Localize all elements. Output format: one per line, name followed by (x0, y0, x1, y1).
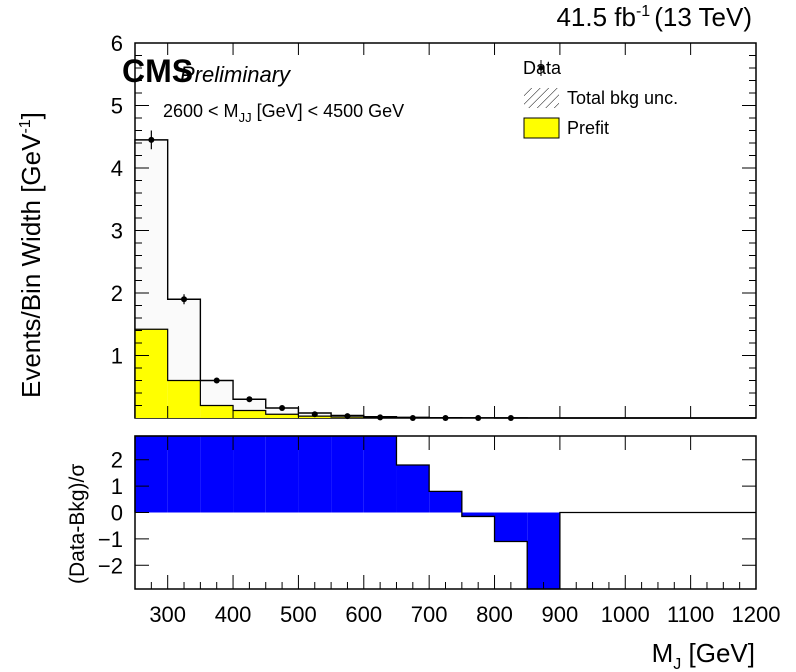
ratio-x-tick-label: 800 (476, 602, 513, 627)
data-point (181, 296, 188, 303)
selection-subscript: JJ (239, 110, 252, 125)
legend-unc-label: Total bkg unc. (567, 88, 678, 108)
legend-prefit-label: Prefit (567, 118, 609, 138)
data-point (442, 415, 449, 421)
ratio-x-tick-label: 1100 (667, 602, 714, 627)
data-point (246, 396, 253, 403)
pull-bin (494, 512, 528, 542)
ratio-x-tick-label: 300 (149, 602, 186, 627)
pull-bin (233, 436, 266, 513)
ratio-x-tick-label: 600 (345, 602, 382, 627)
main-plot-marks: 1 2 3 4 5 6 (111, 31, 757, 421)
prefit-bin (167, 380, 201, 418)
ratio-x-tick-label: 400 (215, 602, 252, 627)
data-point (148, 136, 155, 143)
ratio-x-tick-label: 1000 (601, 602, 650, 627)
main-y-tick-label: 1 (111, 344, 123, 369)
main-y-tick-label: 5 (111, 94, 123, 119)
legend: Data Total bkg unc. Prefit (523, 58, 678, 139)
ratio-x-tick-label: 500 (280, 602, 317, 627)
prefit-bin (233, 410, 266, 418)
data-point (475, 415, 482, 421)
main-y-axis-title: Events/Bin Width [GeV-1] (16, 112, 46, 398)
lumi-exponent: -1 (636, 3, 650, 20)
main-y-tick-label: 2 (111, 281, 123, 306)
prefit-bin (265, 414, 299, 418)
main-plot-panel: 1 2 3 4 5 6 CMS Preliminary 2600 < MJJ [GeV] … (16, 31, 757, 421)
legend-data-label: Data (523, 58, 562, 78)
pull-bin (363, 436, 397, 513)
main-y-axis-exponent: -1 (17, 119, 34, 133)
ratio-x-tick-label: 1200 (732, 602, 781, 627)
main-y-tick-label: 6 (111, 31, 123, 56)
legend-unc-swatch (524, 88, 559, 108)
ratio-y-tick-label: 1 (111, 474, 123, 499)
x-axis-subscript: J (673, 656, 681, 672)
pull-bin (461, 512, 495, 517)
ratio-y-tick-label: 2 (111, 448, 123, 473)
ratio-y-tick-label: −1 (98, 527, 123, 552)
ratio-x-tick-label: 900 (542, 602, 579, 627)
ratio-plot-frame (134, 435, 757, 590)
selection-tail: [GeV] < 4500 GeV (252, 101, 405, 121)
pull-bin (396, 465, 430, 513)
pull-bin (265, 436, 299, 513)
main-y-tick-label: 3 (111, 219, 123, 244)
data-point (377, 414, 384, 421)
main-y-tick-label: 4 (111, 156, 123, 181)
pull-bin (167, 436, 201, 513)
pull-bin (135, 436, 168, 513)
ratio-y-tick-label: 0 (111, 501, 123, 526)
pull-bin (298, 436, 332, 513)
x-axis-title: MJ [GeV] (652, 638, 755, 672)
ratio-y-axis-title: (Data-Bkg)/σ (66, 464, 89, 584)
pull-bin (527, 512, 560, 589)
data-point (507, 415, 514, 421)
ratio-y-tick-label: −2 (98, 553, 123, 578)
pull-bin (429, 491, 462, 513)
selection-label: 2600 < MJJ [GeV] < 4500 GeV (163, 101, 404, 125)
legend-data-dot (538, 65, 544, 71)
energy-label: (13 TeV) (654, 2, 752, 32)
data-point (213, 377, 220, 384)
pull-bin (331, 436, 364, 513)
pull-bin (200, 436, 234, 513)
main-y-axis-close: ] (16, 112, 46, 119)
data-point (311, 411, 318, 418)
ratio-x-tick-label: 700 (411, 602, 448, 627)
prefit-bin (135, 329, 168, 418)
x-axis-units: [GeV] (681, 638, 755, 668)
lumi-label: 41.5 fb-1 (13 TeV) (556, 2, 752, 32)
bkg-bin (265, 408, 299, 418)
total-bkg-outline (134, 139, 756, 419)
data-point (279, 405, 286, 411)
legend-prefit-swatch (523, 117, 560, 139)
prefit-bin (200, 405, 234, 418)
cms-label: CMS (122, 53, 193, 89)
preliminary-label: Preliminary (180, 62, 292, 87)
data-point (409, 415, 416, 421)
data-point (344, 413, 351, 420)
